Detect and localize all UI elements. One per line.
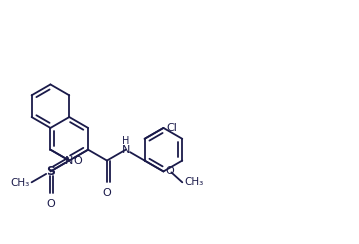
Text: O: O <box>46 199 55 209</box>
Text: H: H <box>122 136 130 146</box>
Text: Cl: Cl <box>167 123 177 133</box>
Text: CH₃: CH₃ <box>184 177 204 187</box>
Text: O: O <box>165 166 174 176</box>
Text: O: O <box>103 188 111 198</box>
Text: N: N <box>65 156 74 166</box>
Text: CH₃: CH₃ <box>10 178 30 188</box>
Text: S: S <box>46 165 55 178</box>
Text: O: O <box>73 156 82 166</box>
Text: N: N <box>122 145 130 155</box>
